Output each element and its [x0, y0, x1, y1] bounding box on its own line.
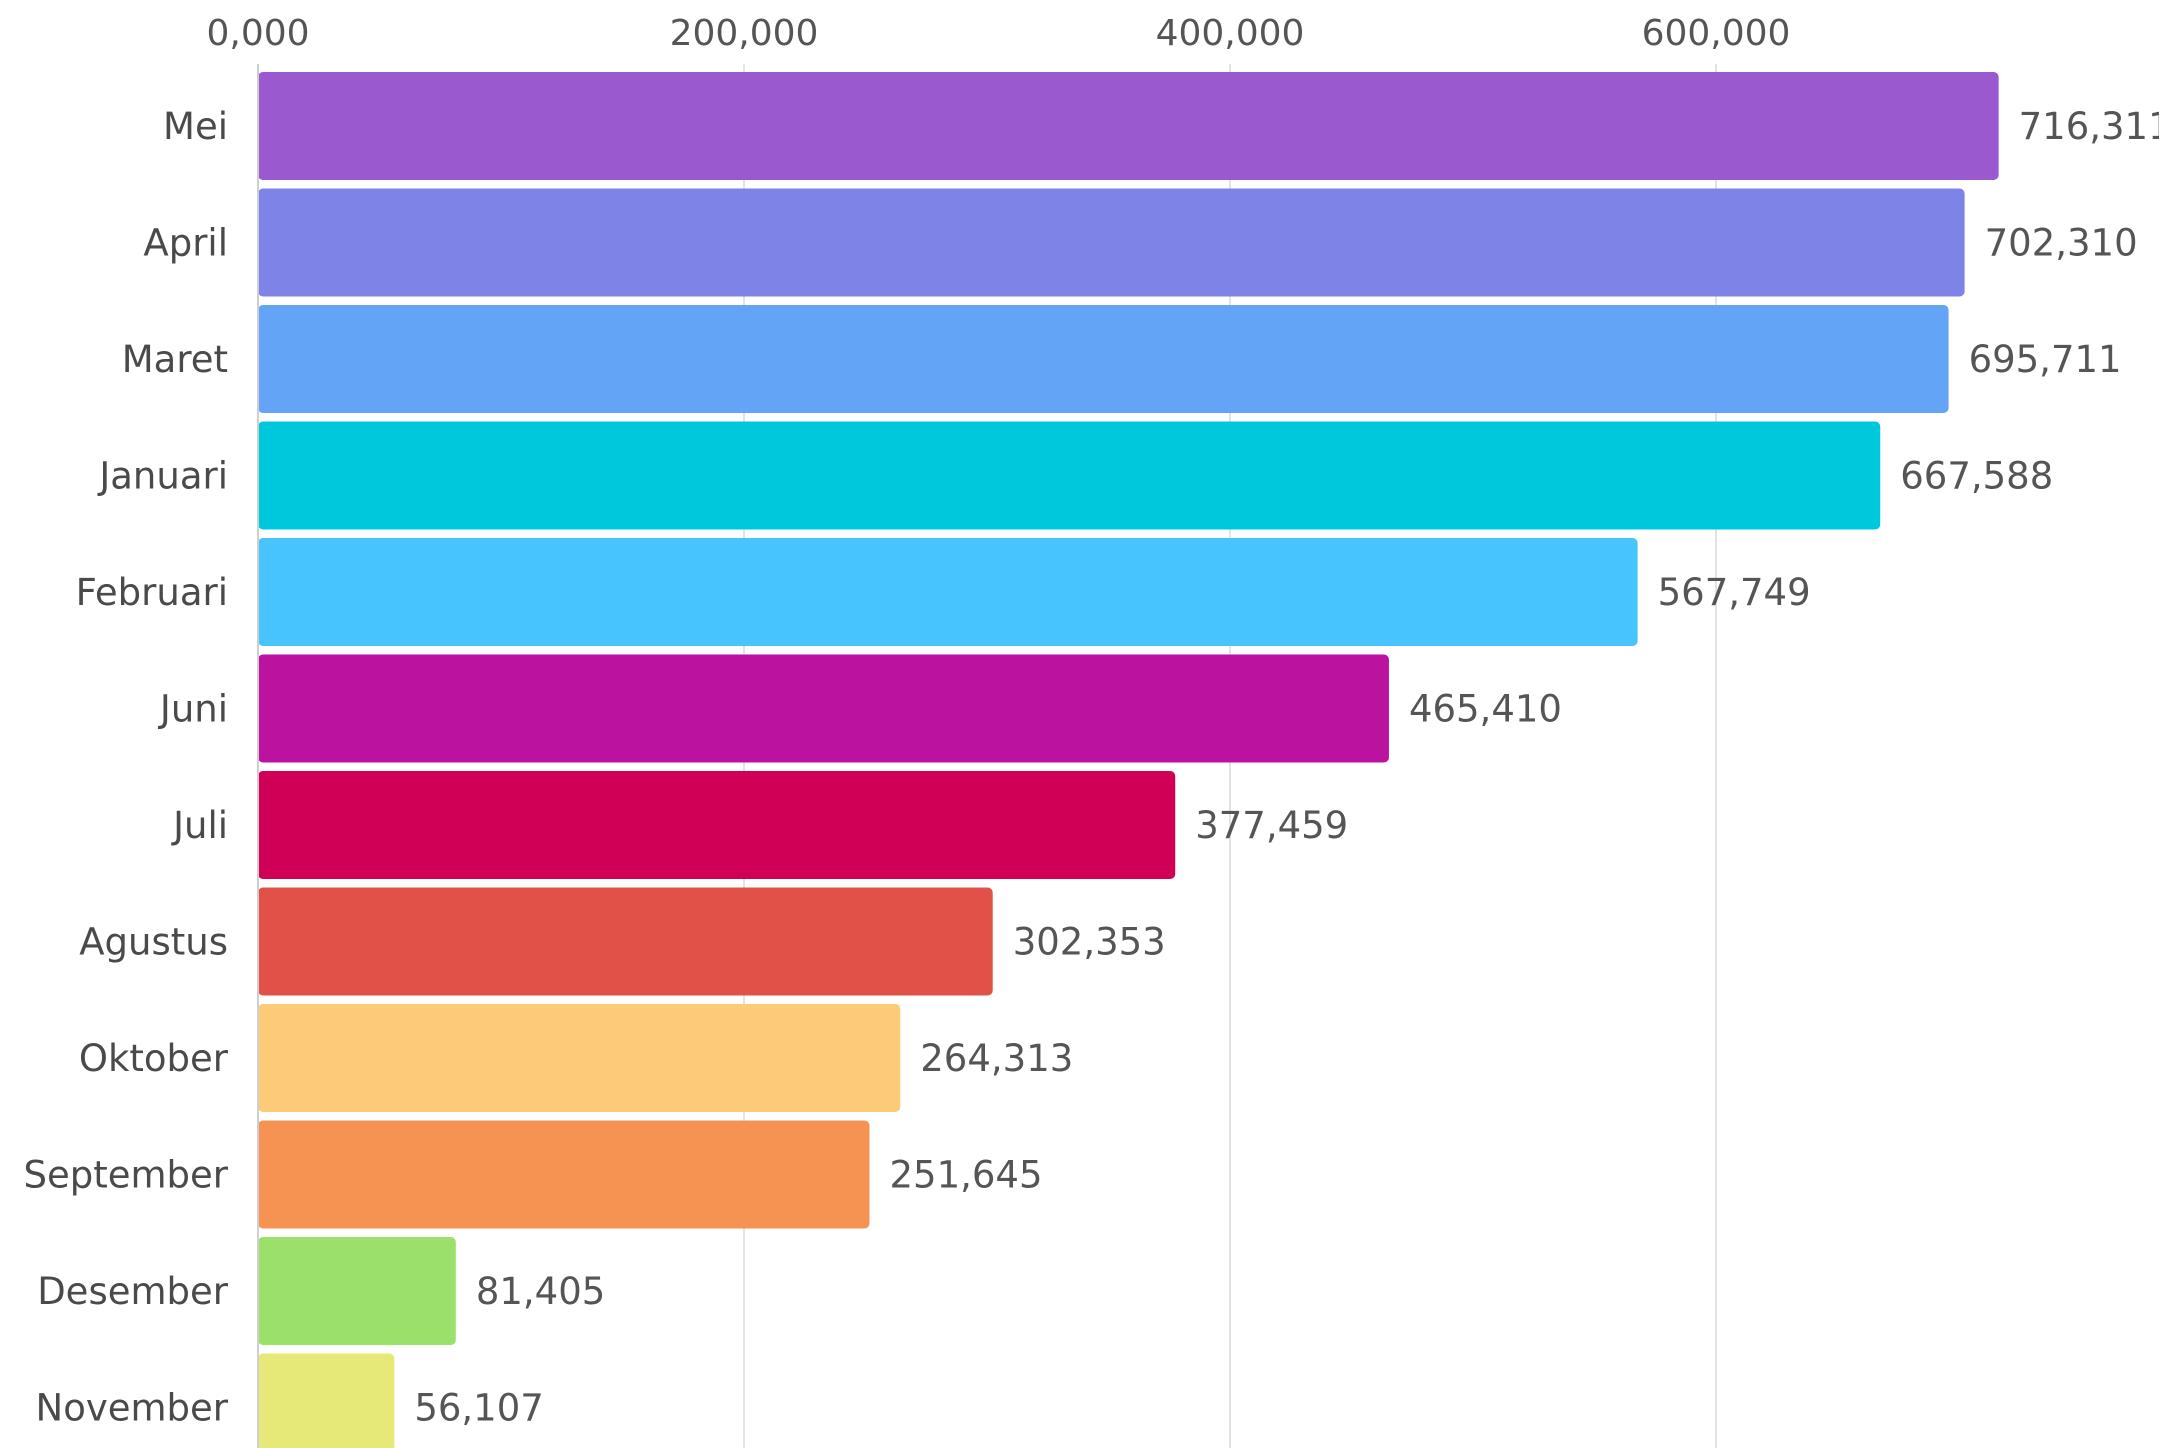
value-label: 716,311: [2019, 105, 2159, 148]
value-label: 695,711: [1969, 338, 2122, 381]
category-label: Oktober: [79, 1037, 229, 1080]
bars: [258, 72, 1999, 1448]
value-label: 81,405: [476, 1270, 605, 1313]
value-label: 702,310: [1985, 222, 2138, 265]
bar-november: [258, 1353, 395, 1448]
x-tick-label: 400,000: [1156, 13, 1305, 54]
bar-desember: [258, 1237, 456, 1345]
bar-februari: [258, 538, 1638, 646]
category-label: Maret: [122, 338, 228, 381]
x-tick-label: 200,000: [670, 13, 819, 54]
value-label: 465,410: [1409, 688, 1562, 731]
value-label: 56,107: [414, 1387, 543, 1430]
category-label: Juli: [171, 804, 228, 847]
labels: 0,000 200,000 400,000 600,000 Mei 716,311 Apri…: [23, 13, 2159, 1430]
bar-september: [258, 1120, 870, 1229]
bar-oktober: [258, 1004, 901, 1112]
bar-maret: [258, 305, 1949, 413]
value-label: 302,353: [1013, 921, 1166, 964]
bar-april: [258, 188, 1965, 297]
bar-agustus: [258, 887, 993, 996]
bar-mei: [258, 72, 1999, 180]
value-label: 667,588: [1900, 455, 2053, 498]
category-label: Mei: [163, 105, 228, 148]
category-label: Juni: [158, 688, 228, 731]
bar-juli: [258, 771, 1176, 879]
category-label: April: [143, 222, 228, 265]
category-label: Agustus: [79, 921, 228, 964]
x-tick-label: 600,000: [1642, 13, 1791, 54]
category-label: Desember: [37, 1270, 229, 1313]
bar-januari: [258, 421, 1881, 530]
value-label: 264,313: [920, 1037, 1073, 1080]
value-label: 377,459: [1195, 804, 1348, 847]
category-label: September: [23, 1154, 228, 1197]
category-label: Januari: [97, 455, 228, 498]
category-label: Februari: [76, 571, 228, 614]
value-label: 251,645: [889, 1154, 1042, 1197]
x-tick-label: 0,000: [206, 13, 309, 54]
category-label: November: [36, 1387, 229, 1430]
value-label: 567,749: [1658, 571, 1811, 614]
bar-juni: [258, 654, 1389, 763]
